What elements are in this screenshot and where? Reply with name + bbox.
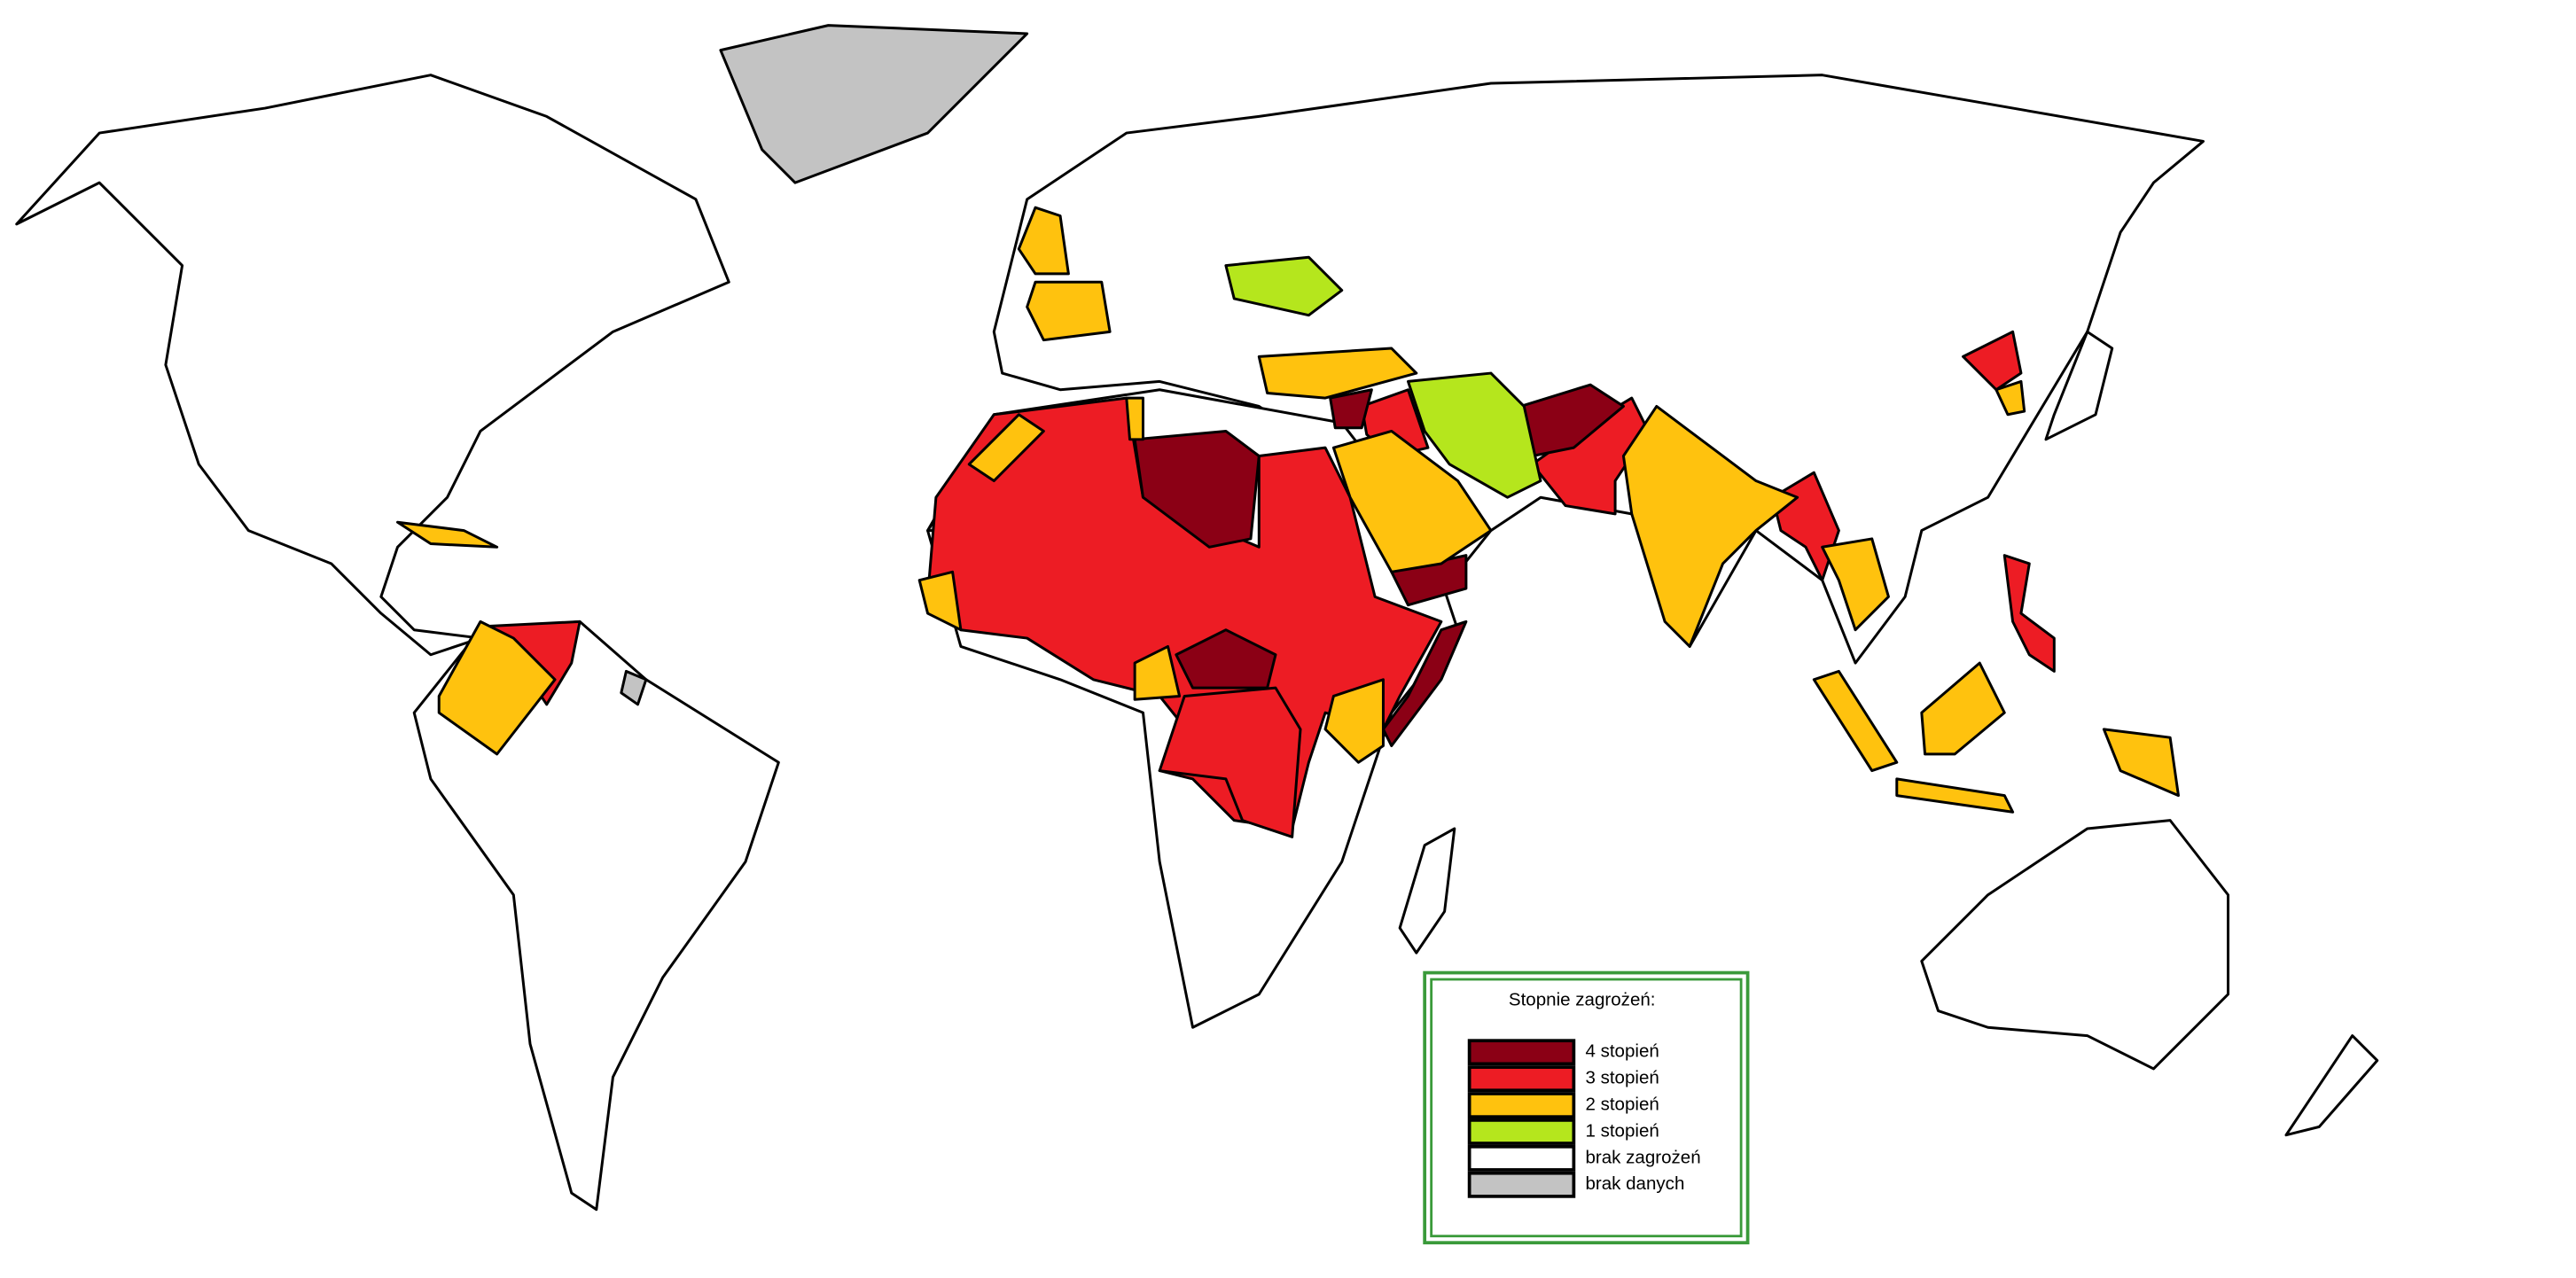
greenland (719, 24, 1029, 184)
philippines (2002, 554, 2056, 673)
kenya (1323, 678, 1385, 764)
legend-label: 3 stopień (1585, 1068, 1659, 1088)
sahel-region (926, 396, 1443, 830)
syria (1329, 388, 1373, 430)
papua (2102, 728, 2180, 798)
north-korea (1962, 330, 2023, 392)
legend-swatch (1467, 1092, 1576, 1119)
cuba (396, 520, 499, 549)
colombia (437, 620, 557, 756)
japan (2044, 330, 2114, 441)
south-korea (1994, 379, 2026, 417)
morocco (967, 413, 1045, 483)
java (1895, 777, 2015, 814)
legend-swatch (1467, 1118, 1576, 1145)
legend-swatch (1467, 1039, 1576, 1066)
new-zealand (2284, 1034, 2379, 1137)
india (1621, 404, 1799, 648)
legend-swatch (1467, 1171, 1576, 1198)
legend-label: 2 stopień (1585, 1094, 1659, 1114)
saudi-arabia (1331, 429, 1493, 573)
libya (1133, 429, 1261, 549)
borneo (1920, 661, 2006, 756)
legend-frame-inner (1430, 978, 1743, 1238)
ukraine (1224, 255, 1344, 317)
turkey (1257, 347, 1418, 400)
legend-swatch (1467, 1144, 1576, 1172)
south-america (412, 620, 780, 1212)
legend-label: 1 stopień (1585, 1120, 1659, 1141)
legend: Stopnie zagrożeń: 4 stopień 3 stopień 2 st… (1423, 970, 1750, 1245)
dr-congo (1158, 686, 1302, 838)
thailand (1821, 537, 1890, 632)
french-guiana (620, 669, 648, 706)
legend-label: brak zagrożeń (1585, 1147, 1700, 1167)
madagascar (1398, 827, 1456, 955)
senegal-region (917, 570, 963, 632)
legend-label: brak danych (1585, 1173, 1684, 1194)
iran (1406, 371, 1542, 499)
north-america (15, 74, 730, 657)
map-regions (15, 24, 2379, 1212)
central-african-republic (1175, 628, 1277, 690)
australia (1920, 819, 2230, 1071)
legend-label: 4 stopień (1585, 1041, 1659, 1062)
legend-swatch (1467, 1065, 1576, 1093)
united-kingdom (1017, 206, 1070, 276)
france (1026, 280, 1112, 342)
legend-title: Stopnie zagrożeń: (1509, 990, 1656, 1010)
cameroon (1133, 644, 1182, 701)
tunisia (1125, 396, 1144, 441)
sumatra (1812, 669, 1899, 773)
